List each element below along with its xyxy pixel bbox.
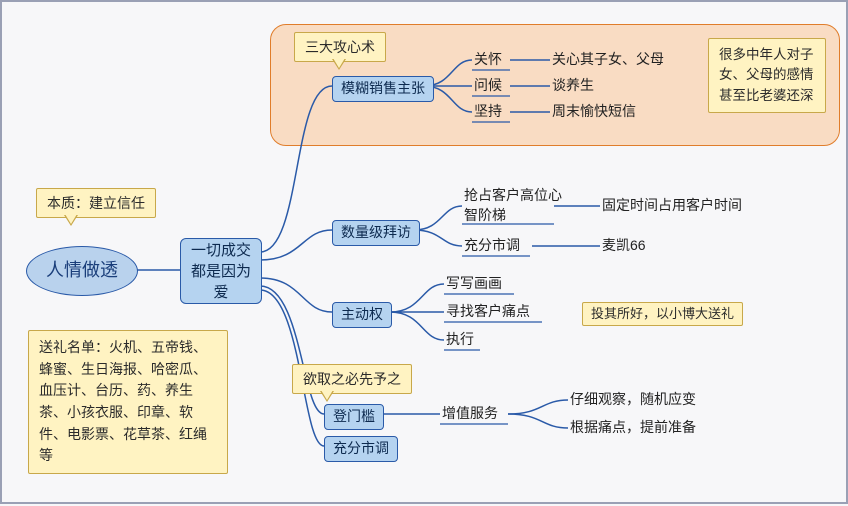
root-node[interactable]: 人情做透 [26, 246, 138, 296]
leaf-occupy-r: 固定时间占用客户时间 [602, 196, 742, 216]
leaf-occupy: 抢占客户高位心智阶梯 [464, 186, 564, 225]
b1-label: 模糊销售主张 [341, 79, 425, 99]
leaf-persist-r: 周末愉快短信 [552, 102, 636, 122]
leaf-greet-r: 谈养生 [552, 76, 594, 96]
leaf-care: 关怀 [474, 50, 502, 70]
branch-initiative[interactable]: 主动权 [332, 302, 392, 328]
giftlist-text: 送礼名单：火机、五帝钱、蜂蜜、生日海报、哈密瓜、血压计、台历、药、养生茶、小孩衣… [39, 339, 207, 463]
leaf-research1-r: 麦凯66 [602, 236, 646, 256]
branch-quantity-visit[interactable]: 数量级拜访 [332, 220, 420, 246]
callout-pregive: 欲取之必先予之 [292, 364, 412, 394]
leaf-draw: 写写画画 [446, 274, 502, 294]
center-label: 一切成交都是因为爱 [191, 240, 251, 303]
b3-label: 主动权 [341, 305, 383, 325]
callout-essence: 本质：建立信任 [36, 188, 156, 218]
leaf-care-r: 关心其子女、父母 [552, 50, 664, 70]
leaf-research1: 充分市调 [464, 236, 520, 256]
branch-blur-sales[interactable]: 模糊销售主张 [332, 76, 434, 102]
side-note: 很多中年人对子女、父母的感情甚至比老婆还深 [708, 38, 826, 113]
essence-note: 本质：建立信任 [36, 188, 156, 218]
b2-label: 数量级拜访 [341, 223, 411, 243]
callout-tactics: 三大攻心术 [294, 32, 386, 62]
leaf-prepare: 根据痛点，提前准备 [570, 418, 696, 438]
leaf-observe: 仔细观察，随机应变 [570, 390, 696, 410]
b5-label: 充分市调 [333, 439, 389, 459]
leaf-addvalue: 增值服务 [442, 404, 498, 424]
leaf-persist: 坚持 [474, 102, 502, 122]
side-note-text: 很多中年人对子女、父母的感情甚至比老婆还深 [719, 47, 814, 103]
root-label: 人情做透 [46, 258, 118, 283]
b4-label: 登门槛 [333, 407, 375, 427]
b3-note-text: 投其所好，以小博大送礼 [591, 306, 734, 321]
branch-foot-in-door[interactable]: 登门槛 [324, 404, 384, 430]
giftlist-note: 送礼名单：火机、五帝钱、蜂蜜、生日海报、哈密瓜、血压计、台历、药、养生茶、小孩衣… [28, 330, 228, 474]
center-node[interactable]: 一切成交都是因为爱 [180, 238, 262, 304]
pregive-note: 欲取之必先予之 [292, 364, 412, 394]
leaf-pain: 寻找客户痛点 [446, 302, 530, 322]
leaf-greet: 问候 [474, 76, 502, 96]
branch-full-research[interactable]: 充分市调 [324, 436, 398, 462]
leaf-exec: 执行 [446, 330, 474, 350]
b3-note: 投其所好，以小博大送礼 [582, 302, 743, 326]
